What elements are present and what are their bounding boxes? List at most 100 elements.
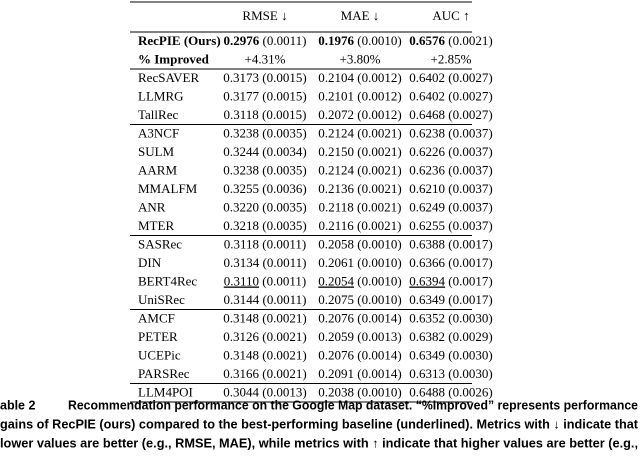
cell-std: (0.0030) bbox=[448, 366, 492, 381]
cell: 0.6394 (0.0017) bbox=[409, 273, 492, 288]
cell-std: (0.0010) bbox=[357, 292, 401, 307]
cell-std: (0.0030) bbox=[448, 347, 492, 362]
cell: 0.2076 (0.0014) bbox=[318, 310, 401, 325]
cell: 0.3218 (0.0035) bbox=[223, 218, 306, 233]
cell: 0.6382 (0.0029) bbox=[409, 329, 492, 344]
cell-value: 0.3173 bbox=[223, 70, 259, 85]
cell: 0.6349 (0.0030) bbox=[409, 347, 492, 362]
cell-std: (0.0010) bbox=[357, 255, 401, 270]
cell: 0.3238 (0.0035) bbox=[223, 162, 306, 177]
cell-value: 0.6576 bbox=[409, 33, 445, 48]
cell-value: 0.6313 bbox=[409, 366, 445, 381]
cell-std: (0.0010) bbox=[357, 384, 401, 399]
cell: 0.2124 (0.0021) bbox=[318, 125, 401, 140]
cell: 0.3144 (0.0011) bbox=[224, 292, 307, 307]
cell: 0.2059 (0.0013) bbox=[318, 329, 401, 344]
cell-std: (0.0027) bbox=[448, 88, 492, 103]
cell-value: 0.3118 bbox=[224, 236, 259, 251]
cell: 0.3044 (0.0013) bbox=[223, 384, 306, 399]
cell-std: (0.0035) bbox=[262, 199, 306, 214]
cell-std: (0.0017) bbox=[448, 236, 492, 251]
cell-std: (0.0021) bbox=[357, 144, 401, 159]
cell-std: (0.0036) bbox=[262, 181, 306, 196]
cell-std: (0.0013) bbox=[262, 384, 306, 399]
cell: 0.3244 (0.0034) bbox=[223, 144, 306, 159]
cell-std: (0.0011) bbox=[263, 33, 307, 48]
row-name: UniSRec bbox=[138, 292, 185, 307]
cell-value: 0.2101 bbox=[318, 88, 354, 103]
cell-value: 0.1976 bbox=[318, 33, 354, 48]
row-name: MMALFM bbox=[138, 181, 198, 196]
caption-line: Recommendation performance on the Google… bbox=[68, 398, 638, 412]
cell-value: 0.2054 bbox=[318, 273, 354, 288]
cell: 0.3110 (0.0011) bbox=[224, 273, 306, 288]
cell-std: (0.0010) bbox=[357, 273, 401, 288]
cell: 0.3255 (0.0036) bbox=[223, 181, 306, 196]
cell-value: 0.2150 bbox=[318, 144, 354, 159]
cell-std: (0.0035) bbox=[262, 218, 306, 233]
cell-std: (0.0012) bbox=[357, 70, 401, 85]
cell-std: (0.0011) bbox=[262, 273, 306, 288]
column-header: MAE ↓ bbox=[341, 8, 380, 23]
cell-value: 0.6388 bbox=[409, 236, 445, 251]
row-name: PARSRec bbox=[138, 366, 190, 381]
cell-value: 0.2118 bbox=[319, 199, 354, 214]
cell: 0.6255 (0.0037) bbox=[409, 218, 492, 233]
cell: 0.6388 (0.0017) bbox=[409, 236, 492, 251]
cell: 0.3173 (0.0015) bbox=[223, 70, 306, 85]
cell-value: 0.2124 bbox=[318, 125, 354, 140]
cell-value: 0.2038 bbox=[318, 384, 354, 399]
cell-std: (0.0021) bbox=[357, 218, 401, 233]
cell: 0.3220 (0.0035) bbox=[223, 199, 306, 214]
row-name: LLM4POI bbox=[138, 384, 193, 399]
cell: 0.2976 (0.0011) bbox=[224, 33, 307, 48]
cell-std: (0.0034) bbox=[262, 144, 306, 159]
cell-std: (0.0014) bbox=[357, 310, 401, 325]
cell: 0.6238 (0.0037) bbox=[409, 125, 492, 140]
cell: 0.2118 (0.0021) bbox=[319, 199, 402, 214]
cell-std: (0.0027) bbox=[448, 107, 492, 122]
cell-value: 0.2061 bbox=[318, 255, 354, 270]
cell-value: 0.3166 bbox=[223, 366, 259, 381]
cell-value: 0.6488 bbox=[409, 384, 445, 399]
cell-value: 0.2076 bbox=[318, 310, 354, 325]
cell-std: (0.0026) bbox=[448, 384, 492, 399]
column-header: RMSE ↓ bbox=[242, 8, 287, 23]
cell: 0.6249 (0.0037) bbox=[409, 199, 492, 214]
caption: able 2 Recommendation performance on the … bbox=[0, 398, 639, 450]
cell: 0.6402 (0.0027) bbox=[409, 70, 492, 85]
row-name: RecSAVER bbox=[138, 70, 199, 85]
cell: 0.6402 (0.0027) bbox=[409, 88, 492, 103]
cell-std: (0.0017) bbox=[448, 255, 492, 270]
caption-line: gains of RecPIE (ours) compared to the b… bbox=[0, 417, 639, 431]
cell: 0.6210 (0.0037) bbox=[409, 181, 492, 196]
cell: 0.3134 (0.0011) bbox=[224, 255, 307, 270]
cell-std: (0.0021) bbox=[262, 347, 306, 362]
cell: 0.6352 (0.0030) bbox=[409, 310, 492, 325]
cell-std: (0.0014) bbox=[357, 366, 401, 381]
cell-value: 0.2124 bbox=[318, 162, 354, 177]
cell-std: (0.0037) bbox=[448, 181, 492, 196]
cell-std: (0.0012) bbox=[357, 107, 401, 122]
cell-std: (0.0011) bbox=[263, 255, 307, 270]
cell-value: 0.6236 bbox=[409, 162, 445, 177]
cell-std: (0.0015) bbox=[262, 70, 306, 85]
cell: 0.6576 (0.0021) bbox=[409, 33, 492, 48]
cell: 0.2116 (0.0021) bbox=[319, 218, 402, 233]
cell: 0.6468 (0.0027) bbox=[409, 107, 492, 122]
cell: 0.2038 (0.0010) bbox=[318, 384, 401, 399]
cell-std: (0.0012) bbox=[357, 88, 401, 103]
cell-value: +2.85% bbox=[431, 51, 472, 66]
cell-value: 0.6249 bbox=[409, 199, 445, 214]
row-name: RecPIE (Ours) bbox=[138, 33, 221, 48]
cell-value: 0.3238 bbox=[223, 162, 259, 177]
cell: 0.6488 (0.0026) bbox=[409, 384, 492, 399]
cell-value: 0.3044 bbox=[223, 384, 259, 399]
row-name: LLMRG bbox=[138, 88, 184, 103]
cell: 0.6236 (0.0037) bbox=[409, 162, 492, 177]
cell: 0.2091 (0.0014) bbox=[318, 366, 401, 381]
cell-std: (0.0010) bbox=[357, 33, 401, 48]
cell-std: (0.0015) bbox=[262, 107, 306, 122]
row-name: ANR bbox=[138, 199, 166, 214]
cell-value: 0.3148 bbox=[223, 310, 259, 325]
